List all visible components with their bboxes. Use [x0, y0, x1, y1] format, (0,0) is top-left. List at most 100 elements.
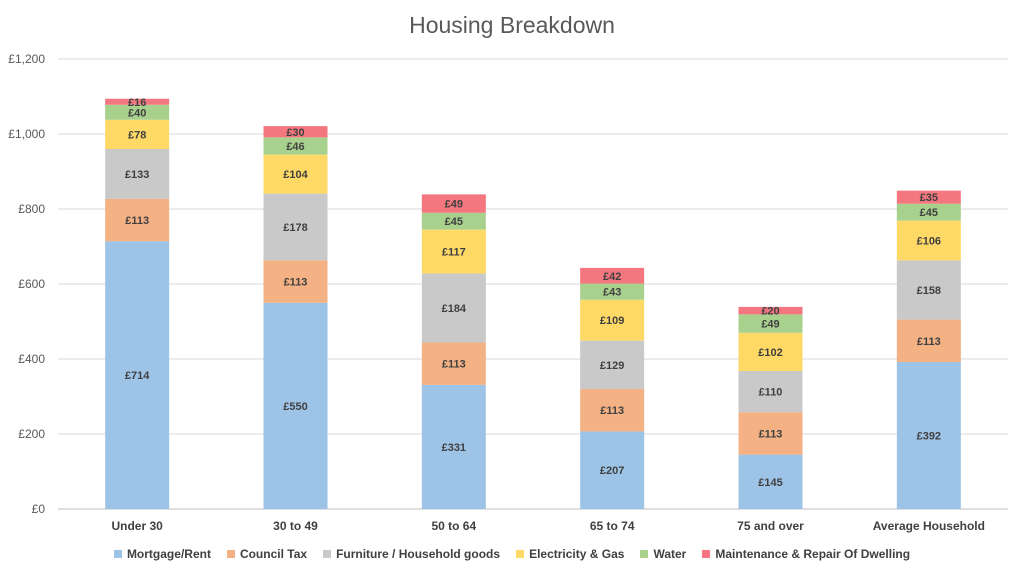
data-label: £45 — [445, 216, 463, 228]
legend-item: Maintenance & Repair Of Dwelling — [702, 547, 910, 561]
y-tick-label: £400 — [18, 352, 45, 366]
legend-label: Mortgage/Rent — [126, 547, 211, 561]
x-tick-label: Under 30 — [111, 519, 163, 533]
data-label: £129 — [600, 360, 624, 372]
data-label: £184 — [442, 303, 467, 315]
legend-swatch — [516, 550, 525, 558]
bar-segment — [421, 194, 486, 213]
data-label: £113 — [125, 215, 149, 227]
x-tick-label: 30 to 49 — [273, 519, 318, 533]
bar-segment — [580, 431, 645, 509]
bar-segment — [105, 149, 170, 199]
bar-segment — [896, 362, 961, 509]
y-tick-label: £0 — [32, 502, 46, 516]
legend-swatch — [640, 550, 649, 558]
data-label: £42 — [603, 271, 621, 283]
data-label: £110 — [759, 387, 783, 399]
bar-segment — [263, 260, 328, 303]
bar-segment — [896, 260, 961, 320]
legend-swatch — [113, 550, 122, 558]
legend: Mortgage/Rent Council Tax Furniture / Hous… — [0, 547, 1024, 561]
y-tick-label: £800 — [18, 202, 45, 216]
data-label: £49 — [761, 319, 779, 331]
data-label: £20 — [761, 306, 779, 318]
data-label: £331 — [442, 442, 466, 454]
data-label: £113 — [442, 359, 466, 371]
bars — [105, 98, 961, 509]
data-label: £113 — [284, 277, 308, 289]
chart-title: Housing Breakdown — [409, 12, 615, 38]
data-label: £104 — [283, 169, 308, 181]
bar-segment — [105, 241, 170, 509]
x-tick-label: 50 to 64 — [431, 519, 476, 533]
bar-segment — [896, 203, 961, 221]
legend-item: Water — [640, 547, 686, 561]
data-label: £117 — [442, 247, 466, 259]
y-tick-label: £600 — [18, 277, 45, 291]
y-tick-label: £200 — [18, 427, 45, 441]
x-axis-ticks: Under 30 30 to 49 50 to 64 65 to 74 75 and o… — [111, 519, 984, 533]
bar-segment — [263, 302, 328, 509]
bar-segment — [263, 193, 328, 261]
bar-segment — [580, 389, 645, 432]
bar-segment — [421, 273, 486, 343]
bar-segment — [263, 137, 328, 155]
data-label: £16 — [128, 97, 146, 109]
legend-label: Water — [653, 547, 687, 561]
bar-segment — [580, 299, 645, 341]
x-tick-label: Average Household — [873, 519, 985, 533]
legend-swatch — [226, 550, 235, 558]
bar-segment — [105, 98, 170, 105]
data-labels: £714 £113 £133 £78 £40£16 £550 £113 £178 £104 £46… — [125, 97, 941, 489]
data-label: £102 — [758, 347, 782, 359]
bar-segment — [421, 212, 486, 230]
data-label: £392 — [917, 431, 941, 443]
bar-segment — [105, 198, 170, 242]
data-label: £714 — [125, 370, 150, 382]
bar-segment — [896, 319, 961, 362]
bar-segment — [738, 314, 803, 333]
data-label: £113 — [759, 428, 783, 440]
data-label: £30 — [286, 127, 304, 139]
bar-segment — [421, 384, 486, 509]
bar-segment — [738, 371, 803, 413]
data-label: £178 — [283, 222, 307, 234]
legend-item: Electricity & Gas — [516, 547, 624, 561]
legend-swatch — [323, 550, 332, 558]
legend-label: Electricity & Gas — [529, 547, 625, 561]
bar-segment — [421, 342, 486, 385]
legend-item: Furniture / Household goods — [323, 547, 500, 561]
data-label: £109 — [600, 315, 624, 327]
data-label: £46 — [286, 141, 304, 153]
x-tick-label: 65 to 74 — [590, 519, 635, 533]
data-label: £43 — [603, 287, 621, 299]
y-tick-label: £1,000 — [8, 127, 45, 141]
stacked-bar-chart: £0£200£400£600£800£1,000£1,200 £714£113£… — [8, 52, 1008, 533]
bar-segment — [580, 340, 645, 389]
y-tick-label: £1,200 — [8, 52, 45, 66]
bar-segment — [738, 306, 803, 315]
data-label: £78 — [128, 129, 146, 141]
data-label: £113 — [917, 336, 941, 348]
y-axis-ticks: £0 £200 £400 £600 £800 £1,000 £1,200 — [8, 52, 45, 516]
data-label: £550 — [283, 401, 307, 413]
gridlines — [58, 58, 1008, 510]
data-label: £207 — [600, 465, 624, 477]
data-label: £45 — [920, 207, 938, 219]
bar-segment — [738, 454, 803, 509]
bar-segment — [896, 190, 961, 204]
data-label: £106 — [917, 236, 941, 248]
bar-segment — [896, 220, 961, 261]
data-label: £158 — [917, 285, 941, 297]
data-label: £35 — [920, 192, 938, 204]
bar-segment — [105, 119, 170, 149]
bar-segment — [738, 412, 803, 455]
bar-segment — [263, 154, 328, 194]
bar-segment — [580, 267, 645, 284]
bar-segment — [738, 332, 803, 371]
legend-label: Council Tax — [239, 547, 308, 561]
data-label: £133 — [125, 169, 149, 181]
data-label: £113 — [600, 405, 624, 417]
data-label: £40 — [128, 107, 146, 119]
legend-label: Furniture / Household goods — [336, 547, 501, 561]
